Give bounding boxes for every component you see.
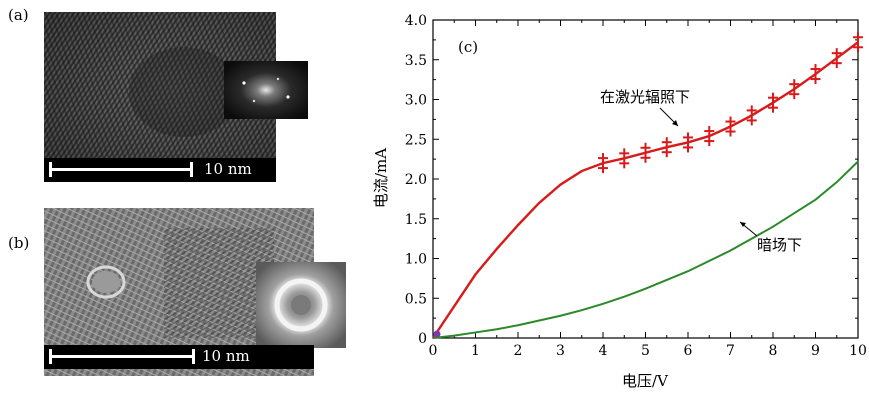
scale-bar-b-label: 10 nm [202, 347, 250, 365]
scale-bar-b-cap-left [49, 349, 52, 364]
chart-labels: (c) 电压/V 电流/mA 在激光辐照下 暗场下 [372, 38, 802, 390]
x-tick-label: 3 [556, 343, 565, 359]
x-tick-label: 0 [429, 343, 438, 359]
y-tick-label: 1.5 [405, 212, 427, 228]
scale-bar-a-cap-left [49, 162, 52, 177]
y-tick-label: 3.5 [405, 53, 427, 69]
x-tick-label: 9 [811, 343, 820, 359]
fft-inset-a [224, 61, 308, 119]
plot-frame [432, 19, 859, 339]
x-tick-label: 2 [514, 343, 523, 359]
x-tick-label: 4 [599, 343, 608, 359]
scale-bar-b-line [49, 355, 193, 358]
scale-bar-a-line [49, 168, 191, 171]
origin-marker [433, 330, 441, 338]
scale-bar-a-label: 10 nm [204, 160, 252, 178]
x-tick-label: 7 [726, 343, 735, 359]
chart-axes: 0 1 2 3 4 5 6 7 8 9 10 0 0.5 1.0 1.5 2.0 2.5 3.0 3.5 4.0 [405, 13, 867, 359]
y-tick-label: 0 [418, 331, 427, 347]
x-axis-label: 电压/V [622, 372, 669, 390]
x-tick-label: 8 [769, 343, 778, 359]
x-tick-label: 10 [849, 343, 867, 359]
y-tick-label: 2.5 [405, 132, 427, 148]
chart-series [432, 32, 863, 339]
y-tick-label: 1.0 [405, 252, 427, 268]
tem-image-a [44, 12, 276, 182]
x-tick-label: 5 [641, 343, 650, 359]
annotation-laser-arrowhead [672, 120, 678, 126]
y-axis-label: 电流/mA [372, 148, 390, 208]
scale-bar-a: 10 nm [44, 158, 276, 182]
annotation-dark-arrowhead [740, 222, 746, 227]
series-line-dark [432, 160, 859, 339]
y-tick-label: 3.0 [405, 93, 427, 109]
x-tick-label: 1 [471, 343, 480, 359]
scale-bar-b: 10 nm [44, 345, 314, 369]
chart-panel-label: (c) [458, 38, 478, 56]
annotation-dark: 暗场下 [757, 236, 802, 254]
y-tick-label: 4.0 [405, 13, 427, 29]
panel-a-label: (a) [8, 6, 29, 24]
y-tick-label: 0.5 [405, 291, 427, 307]
fft-inset-b [256, 262, 346, 348]
annotation-laser: 在激光辐照下 [600, 88, 690, 106]
y-tick-label: 2.0 [405, 172, 427, 188]
scale-bar-a-cap-right [190, 162, 193, 177]
scale-bar-b-cap-right [192, 349, 195, 364]
panel-b-label: (b) [8, 234, 30, 252]
x-tick-label: 6 [684, 343, 693, 359]
